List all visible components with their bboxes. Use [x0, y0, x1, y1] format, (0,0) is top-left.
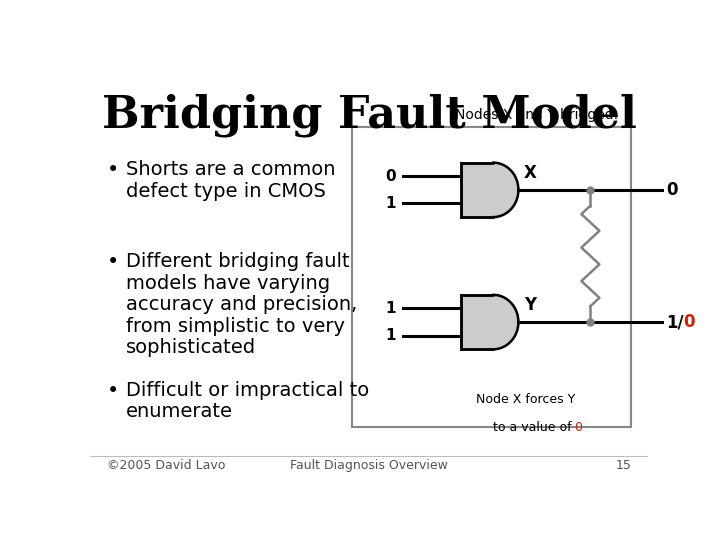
FancyBboxPatch shape [352, 127, 631, 427]
Text: •: • [107, 381, 119, 401]
Text: enumerate: enumerate [126, 402, 233, 421]
Text: 0: 0 [385, 169, 396, 184]
Text: Node X forces Y: Node X forces Y [476, 393, 575, 406]
Text: 15: 15 [616, 460, 631, 472]
Text: X: X [523, 164, 536, 182]
Text: 0: 0 [683, 313, 695, 331]
Text: Shorts are a common: Shorts are a common [126, 160, 336, 179]
Text: Nodes X and Y bridged:: Nodes X and Y bridged: [455, 108, 618, 122]
Text: to a value of: to a value of [493, 421, 576, 434]
Polygon shape [461, 163, 493, 217]
Text: defect type in CMOS: defect type in CMOS [126, 182, 326, 201]
Text: from simplistic to very: from simplistic to very [126, 317, 346, 336]
Text: •: • [107, 160, 119, 180]
Text: 1: 1 [385, 196, 396, 211]
Text: Different bridging fault: Different bridging fault [126, 252, 350, 271]
Text: Y: Y [523, 296, 536, 314]
Polygon shape [461, 295, 493, 349]
Text: 0: 0 [575, 421, 582, 434]
Text: sophisticated: sophisticated [126, 339, 256, 357]
Text: Difficult or impractical to: Difficult or impractical to [126, 381, 369, 400]
Text: ©2005 David Lavo: ©2005 David Lavo [107, 460, 225, 472]
Text: models have varying: models have varying [126, 274, 330, 293]
Text: •: • [107, 252, 119, 272]
Text: 1/: 1/ [666, 313, 683, 331]
Polygon shape [493, 295, 518, 349]
Text: 1: 1 [385, 301, 396, 316]
Text: accuracy and precision,: accuracy and precision, [126, 295, 358, 314]
Text: Bridging Fault Model: Bridging Fault Model [102, 94, 636, 137]
Text: 1: 1 [385, 328, 396, 343]
Text: 0: 0 [666, 181, 678, 199]
Text: Fault Diagnosis Overview: Fault Diagnosis Overview [290, 460, 448, 472]
Polygon shape [493, 163, 518, 217]
